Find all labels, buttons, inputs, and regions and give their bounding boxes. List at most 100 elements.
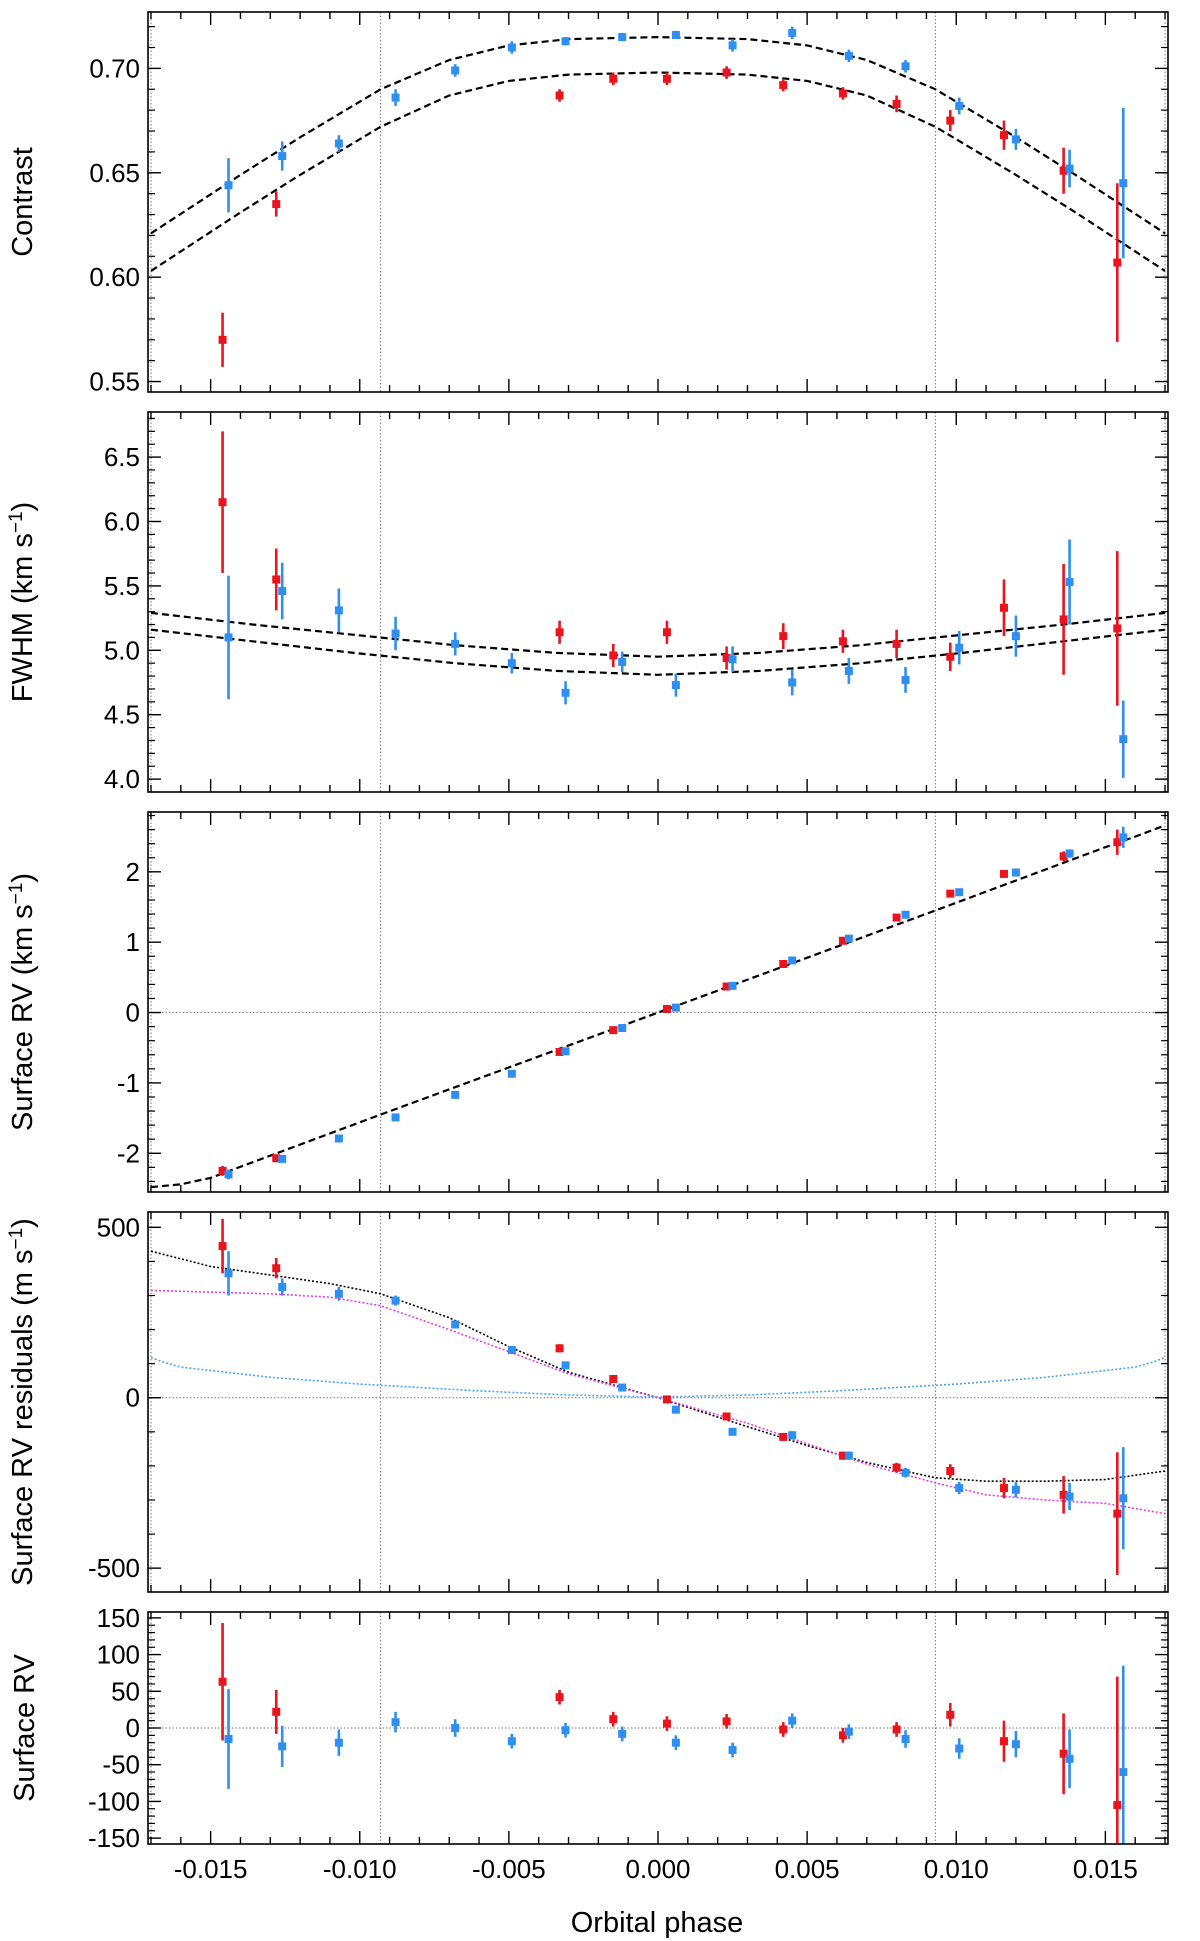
data-point-red bbox=[999, 1737, 1008, 1746]
data-point-red bbox=[1113, 838, 1122, 847]
model-line-blue-model bbox=[150, 35, 1166, 235]
data-point-blue bbox=[618, 33, 627, 42]
data-point-red bbox=[838, 936, 847, 945]
data-point-blue bbox=[278, 1742, 287, 1751]
x-tick-label: 0.015 bbox=[1073, 1854, 1138, 1884]
y-tick-label: 6.5 bbox=[104, 442, 140, 472]
data-point-blue bbox=[278, 1154, 287, 1163]
y-axis-title: Surface RV (km s−1) bbox=[6, 873, 39, 1131]
data-point-blue bbox=[618, 657, 627, 666]
data-point-blue bbox=[1011, 868, 1020, 877]
data-point-blue bbox=[1065, 849, 1074, 858]
data-point-blue bbox=[788, 956, 797, 965]
x-tick-label: 0.005 bbox=[775, 1854, 840, 1884]
data-point-red bbox=[662, 628, 671, 637]
data-point-blue bbox=[391, 1718, 400, 1727]
data-point-red bbox=[722, 68, 731, 77]
data-point-red bbox=[218, 1242, 227, 1251]
panel-frame bbox=[147, 411, 1169, 793]
data-point-red bbox=[218, 498, 227, 507]
data-point-blue bbox=[391, 1296, 400, 1305]
y-tick-label: -50 bbox=[102, 1750, 140, 1780]
data-point-red bbox=[838, 89, 847, 98]
y-tick-label: 4.5 bbox=[104, 700, 140, 730]
data-point-red bbox=[1113, 1801, 1122, 1810]
y-axis-title: Surface RV residuals (m s−1) bbox=[6, 1218, 39, 1586]
data-point-blue bbox=[391, 1113, 400, 1122]
data-point-blue bbox=[901, 1468, 910, 1477]
data-point-red bbox=[609, 651, 618, 660]
data-point-red bbox=[892, 1725, 901, 1734]
data-point-blue bbox=[334, 606, 343, 615]
data-point-red bbox=[999, 603, 1008, 612]
data-point-red bbox=[892, 913, 901, 922]
data-point-blue bbox=[901, 910, 910, 919]
y-axis-title: Contrast bbox=[7, 147, 39, 257]
data-point-blue bbox=[844, 1727, 853, 1736]
data-point-red bbox=[946, 1710, 955, 1719]
data-point-blue bbox=[1119, 179, 1128, 188]
data-point-red bbox=[555, 1344, 564, 1353]
data-point-red bbox=[722, 982, 731, 991]
y-tick-label: -100 bbox=[88, 1786, 140, 1816]
data-point-blue bbox=[507, 1737, 516, 1746]
data-point-blue bbox=[1011, 135, 1020, 144]
data-point-blue bbox=[1011, 1740, 1020, 1749]
panel-frame bbox=[147, 1211, 1169, 1593]
y-tick-label: 0.70 bbox=[89, 53, 140, 83]
data-point-red bbox=[722, 1717, 731, 1726]
y-axis-title: FWHM (km s−1) bbox=[6, 502, 39, 702]
data-point-red bbox=[892, 639, 901, 648]
x-axis-title: Orbital phase bbox=[571, 1907, 744, 1939]
data-point-blue bbox=[391, 93, 400, 102]
data-point-red bbox=[892, 99, 901, 108]
model-line-model bbox=[150, 824, 1166, 1189]
data-point-red bbox=[779, 1725, 788, 1734]
data-point-blue bbox=[671, 1003, 680, 1012]
y-tick-label: 150 bbox=[97, 1603, 140, 1633]
data-point-blue bbox=[788, 1431, 797, 1440]
y-tick-label: 0 bbox=[126, 1713, 140, 1743]
x-tick-label: 0.000 bbox=[625, 1854, 690, 1884]
y-tick-label: -500 bbox=[88, 1553, 140, 1583]
data-point-red bbox=[946, 116, 955, 125]
panel-fwhm: 4.0 4.5 5.0 5.5 6.0 6.5 FWHM (km s−1) bbox=[6, 411, 1169, 794]
y-tick-label: 0.55 bbox=[89, 367, 140, 397]
y-tick-label: 1 bbox=[126, 927, 140, 957]
data-point-blue bbox=[451, 1090, 460, 1099]
data-point-blue bbox=[561, 1361, 570, 1370]
data-point-blue bbox=[334, 139, 343, 148]
data-point-red bbox=[662, 74, 671, 83]
data-point-blue bbox=[671, 30, 680, 39]
data-point-blue bbox=[224, 1735, 233, 1744]
data-point-red bbox=[609, 1026, 618, 1035]
data-point-blue bbox=[507, 659, 516, 668]
data-point-blue bbox=[788, 28, 797, 37]
data-point-red bbox=[722, 654, 731, 663]
y-tick-label: 0 bbox=[126, 998, 140, 1028]
data-point-blue bbox=[1011, 1485, 1020, 1494]
data-point-red bbox=[946, 652, 955, 661]
data-point-blue bbox=[844, 666, 853, 675]
data-point-blue bbox=[955, 101, 964, 110]
data-point-red bbox=[1059, 615, 1068, 624]
y-tick-label: -1 bbox=[117, 1068, 140, 1098]
data-point-blue bbox=[224, 181, 233, 190]
data-point-red bbox=[999, 1484, 1008, 1493]
data-point-blue bbox=[618, 1729, 627, 1738]
data-point-blue bbox=[278, 587, 287, 596]
data-point-blue bbox=[278, 1282, 287, 1291]
x-axis: -0.015 -0.010 -0.005 0.000 0.005 0.010 0.015 bbox=[174, 1854, 1138, 1884]
x-tick-label: -0.010 bbox=[323, 1854, 397, 1884]
data-point-red bbox=[779, 1432, 788, 1441]
data-point-red bbox=[555, 91, 564, 100]
data-point-blue bbox=[224, 633, 233, 642]
y-tick-label: 5.5 bbox=[104, 571, 140, 601]
data-point-blue bbox=[507, 43, 516, 52]
x-tick-label: -0.005 bbox=[472, 1854, 546, 1884]
y-axis-title: Surface RV bbox=[9, 1653, 41, 1801]
y-tick-label: 0.60 bbox=[89, 262, 140, 292]
data-point-blue bbox=[955, 1484, 964, 1493]
panel-residuals: -150 -100 -50 0 50 100 150 Surface RV bbox=[9, 1603, 1169, 1853]
data-point-blue bbox=[1065, 578, 1074, 587]
